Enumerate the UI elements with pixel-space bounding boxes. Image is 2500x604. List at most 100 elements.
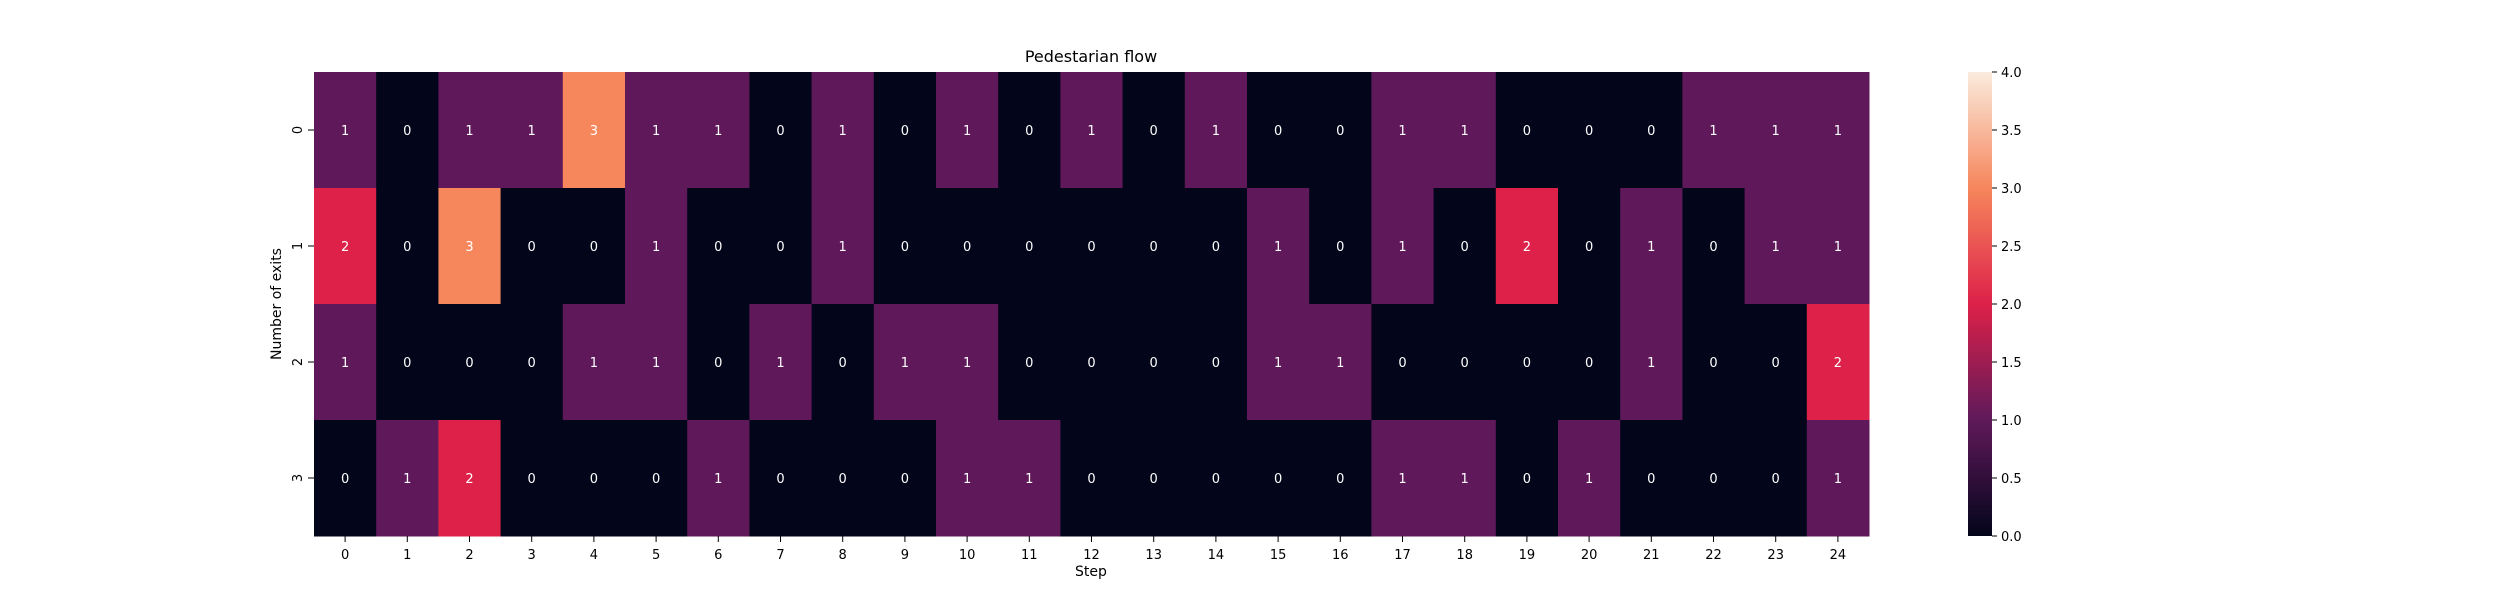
heatmap-cell-r0-c2 — [438, 72, 502, 189]
heatmap-cell-r1-c17 — [1371, 188, 1435, 305]
cell-value-label: 2 — [1523, 240, 1531, 255]
colorbar-tick-label: 0.5 — [2001, 472, 2022, 487]
cell-value-label: 1 — [652, 124, 660, 139]
cell-value-label: 0 — [1772, 472, 1780, 487]
heatmap-cell-r0-c19 — [1495, 72, 1559, 189]
x-tick-label: 7 — [776, 548, 784, 563]
x-tick-label: 3 — [528, 548, 536, 563]
cell-value-label: 0 — [776, 124, 784, 139]
cell-value-label: 1 — [1212, 124, 1220, 139]
x-tick-label: 2 — [465, 548, 473, 563]
heatmap-cell-r3-c0 — [314, 420, 377, 537]
cell-value-label: 1 — [714, 472, 722, 487]
cell-value-label: 1 — [1274, 356, 1282, 371]
cell-value-label: 0 — [1025, 240, 1033, 255]
heatmap-cell-r1-c11 — [998, 188, 1061, 305]
cell-value-label: 0 — [1585, 240, 1593, 255]
x-axis-label: Step — [1075, 564, 1107, 580]
heatmap-cell-r2-c8 — [811, 304, 875, 421]
colorbar-tick-label: 3.5 — [2001, 124, 2022, 139]
cell-value-label: 1 — [1772, 240, 1780, 255]
cell-value-label: 0 — [901, 472, 909, 487]
cell-value-label: 0 — [1585, 356, 1593, 371]
heatmap-cell-r3-c11 — [998, 420, 1061, 537]
x-tick-label: 11 — [1021, 548, 1038, 563]
x-tick-label: 21 — [1643, 548, 1660, 563]
cell-value-label: 1 — [1461, 124, 1469, 139]
heatmap-cell-r1-c23 — [1744, 188, 1808, 305]
cell-value-label: 0 — [776, 240, 784, 255]
heatmap-cell-r3-c15 — [1247, 420, 1310, 537]
heatmap-cell-r3-c9 — [873, 420, 937, 537]
heatmap-cell-r2-c7 — [749, 304, 813, 421]
x-tick-label: 15 — [1270, 548, 1287, 563]
cell-value-label: 0 — [1212, 472, 1220, 487]
heatmap-cell-r2-c9 — [873, 304, 937, 421]
heatmap-cell-r2-c14 — [1184, 304, 1248, 421]
cell-value-label: 1 — [1087, 124, 1095, 139]
cell-value-label: 0 — [528, 240, 536, 255]
x-tick-label: 19 — [1519, 548, 1536, 563]
cell-value-label: 0 — [963, 240, 971, 255]
heatmap-cell-r3-c19 — [1495, 420, 1559, 537]
heatmap-cell-r0-c15 — [1247, 72, 1310, 189]
cell-value-label: 1 — [776, 356, 784, 371]
x-tick-label: 6 — [714, 548, 722, 563]
cell-value-label: 1 — [1834, 472, 1842, 487]
heatmap-cell-r3-c22 — [1682, 420, 1746, 537]
colorbar-tick-label: 0.0 — [2001, 530, 2022, 545]
heatmap-cell-r1-c19 — [1495, 188, 1559, 305]
cell-value-label: 0 — [1212, 356, 1220, 371]
heatmap-cell-r2-c18 — [1433, 304, 1497, 421]
cell-value-label: 2 — [465, 472, 473, 487]
cell-value-label: 0 — [465, 356, 473, 371]
y-tick-label: 1 — [291, 242, 306, 250]
cell-value-label: 1 — [652, 356, 660, 371]
cell-value-label: 1 — [465, 124, 473, 139]
cell-value-label: 3 — [590, 124, 598, 139]
cell-value-label: 1 — [1709, 124, 1717, 139]
cell-value-label: 1 — [963, 124, 971, 139]
heatmap-cell-r3-c5 — [625, 420, 688, 537]
cell-value-label: 0 — [901, 124, 909, 139]
heatmap-cell-r1-c8 — [811, 188, 875, 305]
heatmap-cell-r3-c17 — [1371, 420, 1435, 537]
heatmap-cell-r3-c4 — [562, 420, 626, 537]
heatmap-cell-r3-c24 — [1806, 420, 1870, 537]
cell-value-label: 0 — [1025, 356, 1033, 371]
heatmap-cell-r3-c1 — [376, 420, 439, 537]
cell-value-label: 0 — [1150, 124, 1158, 139]
x-tick-label: 22 — [1705, 548, 1722, 563]
cell-value-label: 0 — [341, 472, 349, 487]
heatmap-cell-r1-c22 — [1682, 188, 1746, 305]
x-tick-label: 0 — [341, 548, 349, 563]
heatmap-cell-r1-c21 — [1620, 188, 1683, 305]
heatmap-cell-r3-c21 — [1620, 420, 1683, 537]
cell-value-label: 1 — [714, 124, 722, 139]
x-tick-label: 5 — [652, 548, 660, 563]
cell-value-label: 1 — [1461, 472, 1469, 487]
y-tick-label: 2 — [291, 358, 306, 366]
cell-value-label: 1 — [901, 356, 909, 371]
heatmap-cell-r2-c12 — [1060, 304, 1124, 421]
cell-value-label: 0 — [403, 240, 411, 255]
heatmap-cell-r2-c13 — [1122, 304, 1186, 421]
y-tick-label: 3 — [291, 474, 306, 482]
cell-value-label: 0 — [528, 356, 536, 371]
heatmap-cell-r1-c18 — [1433, 188, 1497, 305]
x-tick-label: 14 — [1208, 548, 1225, 563]
heatmap-cell-r0-c16 — [1309, 72, 1372, 189]
cell-value-label: 1 — [1336, 356, 1344, 371]
cell-value-label: 0 — [1274, 124, 1282, 139]
x-tick-label: 9 — [901, 548, 909, 563]
cell-value-label: 0 — [1709, 356, 1717, 371]
heatmap-cell-r0-c7 — [749, 72, 813, 189]
heatmap-cell-r1-c4 — [562, 188, 626, 305]
cell-value-label: 0 — [1025, 124, 1033, 139]
cell-value-label: 2 — [1834, 356, 1842, 371]
cell-value-label: 1 — [1398, 472, 1406, 487]
heatmap-cell-r2-c0 — [314, 304, 377, 421]
cell-value-label: 0 — [714, 240, 722, 255]
heatmap-cell-r0-c6 — [687, 72, 750, 189]
cell-value-label: 0 — [839, 472, 847, 487]
